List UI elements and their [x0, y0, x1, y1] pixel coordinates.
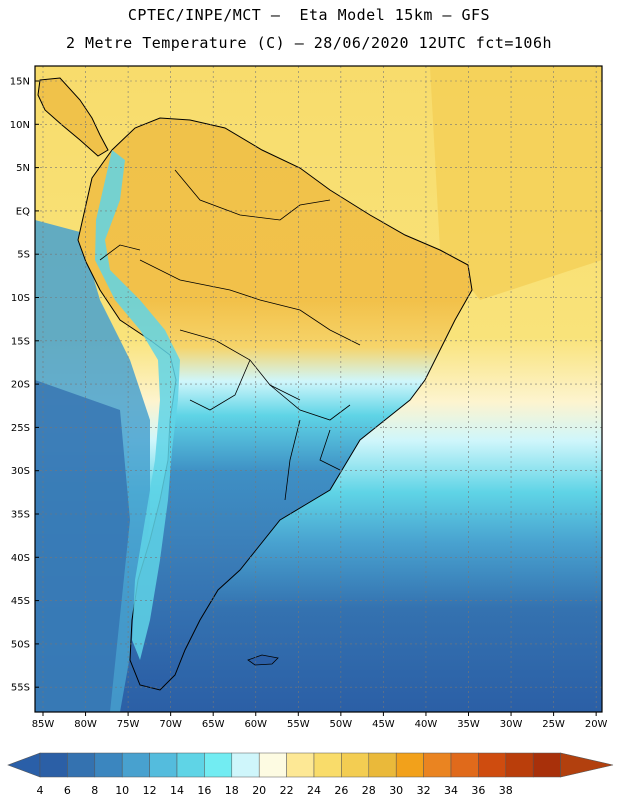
- lon-label: 70W: [159, 719, 182, 730]
- lat-label: 35S: [11, 510, 30, 521]
- colorbar-tick-label: 16: [197, 784, 211, 797]
- map-subtitle: 2 Metre Temperature (C) – 28/06/2020 12U…: [65, 34, 553, 52]
- colorbar-segment: [505, 752, 534, 778]
- colorbar-segment: [423, 752, 452, 778]
- colorbar-tick-label: 18: [225, 784, 239, 797]
- country-borders: [99, 169, 361, 501]
- colorbar-tick-label: 22: [280, 784, 294, 797]
- colorbar-segment: [67, 752, 96, 778]
- lat-label: 5N: [16, 163, 30, 174]
- colorbar-segment: [231, 752, 260, 778]
- lat-label: 15S: [11, 336, 30, 347]
- colorbar-segment: [39, 752, 68, 778]
- colorbar-over-arrow: [560, 752, 614, 778]
- lat-label: 50S: [11, 639, 30, 650]
- map-frame: [34, 65, 603, 713]
- colorbar-segment: [204, 752, 233, 778]
- colorbar-tick-label: 8: [91, 784, 98, 797]
- atlantic-warm-region: [430, 66, 602, 300]
- colorbar-tick-label: 30: [389, 784, 403, 797]
- colorbar-segment: [121, 752, 150, 778]
- lat-label: 55S: [11, 683, 30, 694]
- colorbar-segment: [532, 752, 561, 778]
- lon-label: 20W: [585, 719, 608, 730]
- lon-label: 55W: [287, 719, 310, 730]
- colorbar-tick-label: 32: [417, 784, 431, 797]
- lon-label: 35W: [457, 719, 480, 730]
- lat-label: 45S: [11, 596, 30, 607]
- colorbar-tick-label: 34: [444, 784, 458, 797]
- lat-label: 40S: [11, 553, 30, 564]
- lon-label: 30W: [500, 719, 523, 730]
- colorbar-tick-label: 4: [37, 784, 44, 797]
- lon-label: 75W: [117, 719, 140, 730]
- colorbar-segment: [395, 752, 424, 778]
- colorbar-segment: [286, 752, 315, 778]
- colorbar-segment: [341, 752, 370, 778]
- colorbar-tick-label: 20: [252, 784, 266, 797]
- longitude-labels: 85W 80W 75W 70W 65W 60W 55W 50W 45W 40W 35W 30W 25W 2…: [32, 712, 608, 730]
- colorbar-segment: [94, 752, 123, 778]
- map-title: CPTEC/INPE/MCT – Eta Model 15km – GFS: [127, 6, 491, 24]
- colorbar-segment: [478, 752, 507, 778]
- colorbar-segment: [368, 752, 397, 778]
- lon-label: 60W: [244, 719, 267, 730]
- colorbar-tick-label: 6: [64, 784, 71, 797]
- colorbar-tick-label: 36: [471, 784, 485, 797]
- colorbar: 4 6 8 10 12 14 16 18 20 22 24 26 28 30 32 34 36 38: [7, 752, 614, 797]
- central-america-land: [37, 77, 109, 157]
- latitude-labels: 15N 10N 5N EQ 5S 10S 15S 20S 25S 30S 35S 40S 45S 50S 5…: [10, 77, 39, 694]
- map-frame-content: [35, 66, 602, 712]
- colorbar-segment: [258, 752, 287, 778]
- lon-label: 80W: [74, 719, 97, 730]
- colorbar-tick-label: 14: [170, 784, 184, 797]
- colorbar-under-arrow: [7, 752, 41, 778]
- lat-label: 5S: [17, 250, 30, 261]
- colorbar-tick-label: 38: [499, 784, 513, 797]
- lat-label: 30S: [11, 466, 30, 477]
- lon-label: 50W: [330, 719, 353, 730]
- lon-label: 25W: [542, 719, 565, 730]
- lat-label: 10S: [11, 293, 30, 304]
- pacific-cold-region: [35, 380, 130, 712]
- lon-label: 40W: [415, 719, 438, 730]
- lat-label: 20S: [11, 380, 30, 391]
- colorbar-tick-label: 28: [362, 784, 376, 797]
- lat-label: 15N: [10, 77, 30, 88]
- lat-label: EQ: [16, 206, 30, 217]
- lat-label: 10N: [10, 120, 30, 131]
- colorbar-segment: [313, 752, 342, 778]
- colorbar-segment: [450, 752, 479, 778]
- lon-label: 45W: [372, 719, 395, 730]
- andes-cold-strip: [95, 150, 180, 660]
- lon-label: 65W: [202, 719, 225, 730]
- colorbar-tick-label: 12: [143, 784, 157, 797]
- colorbar-segment: [149, 752, 178, 778]
- colorbar-tick-label: 24: [307, 784, 321, 797]
- colorbar-tick-label: 10: [115, 784, 129, 797]
- lat-label: 25S: [11, 423, 30, 434]
- colorbar-segment: [176, 752, 205, 778]
- colorbar-tick-label: 26: [334, 784, 348, 797]
- lon-label: 85W: [32, 719, 55, 730]
